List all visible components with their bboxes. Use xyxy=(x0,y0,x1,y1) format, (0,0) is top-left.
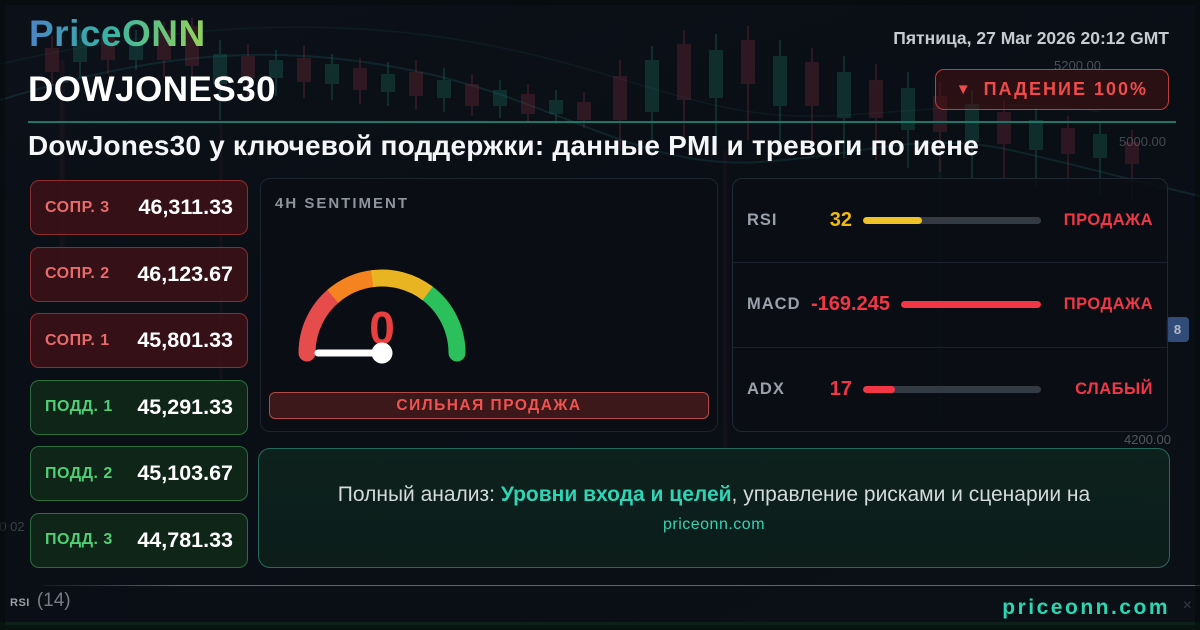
indicator-row-adx: ADX 17 СЛАБЫЙ xyxy=(733,346,1167,431)
indicator-bar xyxy=(900,301,1041,309)
indicator-value: -169.245 xyxy=(811,293,890,316)
level-value: 45,103.67 xyxy=(137,461,233,486)
bottom-band xyxy=(0,622,1200,630)
rsi-period: (14) xyxy=(36,590,71,611)
resistance-level-1: СОПР. 1 45,801.33 xyxy=(30,313,248,369)
cta-prefix: Полный анализ: xyxy=(337,482,501,506)
level-value: 44,781.33 xyxy=(137,527,233,552)
bg-axis-label: 00 02 xyxy=(0,519,25,534)
indicators-panel: RSI 32 ПРОДАЖА MACD -169.245 ПРОДАЖА ADX… xyxy=(732,178,1168,432)
level-label: СОПР. 3 xyxy=(45,198,110,216)
level-value: 45,801.33 xyxy=(137,328,233,353)
cta-card: Полный анализ: Уровни входа и целей, упр… xyxy=(258,448,1170,568)
level-value: 46,123.67 xyxy=(137,261,233,286)
sentiment-title: 4H SENTIMENT xyxy=(275,195,410,212)
direction-badge: ▼ ПАДЕНИЕ 100% xyxy=(934,69,1169,110)
ticker-title: DOWJONES30 xyxy=(28,70,277,109)
cta-text: Полный анализ: Уровни входа и целей, упр… xyxy=(338,483,1090,507)
brand-logo: PriceONN xyxy=(29,13,206,54)
bg-price-label: 5000.00 xyxy=(1119,134,1166,149)
cta-highlight-link[interactable]: Уровни входа и целей xyxy=(500,482,732,506)
indicator-name: ADX xyxy=(747,379,785,398)
support-level-1: ПОДД. 1 45,291.33 xyxy=(30,379,248,435)
sentiment-card: 4H SENTIMENT 0 СИЛЬНАЯ ПРОДАЖА xyxy=(260,178,718,432)
indicator-name: MACD xyxy=(747,295,801,314)
level-value: 46,311.33 xyxy=(138,195,233,219)
down-arrow-icon: ▼ xyxy=(955,81,971,98)
direction-badge-label: ПАДЕНИЕ 100% xyxy=(983,79,1148,99)
site-link[interactable]: priceonn.com xyxy=(1002,596,1170,619)
indicator-value: 17 xyxy=(829,377,852,400)
close-icon: × xyxy=(1182,597,1192,614)
cta-domain-link[interactable]: priceonn.com xyxy=(662,515,766,533)
rsi-label: RSI xyxy=(10,597,30,609)
indicator-value: 32 xyxy=(829,209,852,232)
indicator-bar xyxy=(863,385,1041,393)
level-label: ПОДД. 1 xyxy=(45,398,113,416)
bg-volume-badge: 8 xyxy=(1166,317,1189,342)
indicator-row-rsi: RSI 32 ПРОДАЖА xyxy=(733,179,1167,262)
level-label: ПОДД. 3 xyxy=(45,531,113,549)
support-level-3: ПОДД. 3 44,781.33 xyxy=(30,512,248,568)
resistance-level-2: СОПР. 2 46,123.67 xyxy=(30,246,248,302)
sentiment-signal: СИЛЬНАЯ ПРОДАЖА xyxy=(269,392,709,419)
datetime-label: Пятница, 27 Mar 2026 20:12 GMT xyxy=(893,28,1169,48)
bottom-divider xyxy=(44,585,1200,586)
support-level-2: ПОДД. 2 45,103.67 xyxy=(30,446,248,502)
level-label: ПОДД. 2 xyxy=(45,464,113,482)
header-divider xyxy=(28,121,1176,123)
resistance-level-3: СОПР. 3 46,311.33 xyxy=(30,180,248,235)
headline: DowJones30 у ключевой поддержки: данные … xyxy=(28,130,979,161)
level-value: 45,291.33 xyxy=(137,394,233,419)
level-label: СОПР. 1 xyxy=(45,331,110,349)
indicator-bar xyxy=(863,217,1041,225)
indicator-signal: ПРОДАЖА xyxy=(1063,295,1153,314)
indicator-name: RSI xyxy=(747,211,778,230)
indicator-signal: ПРОДАЖА xyxy=(1063,211,1153,230)
indicator-signal: СЛАБЫЙ xyxy=(1075,379,1153,398)
gauge-hub xyxy=(371,342,393,364)
indicator-row-macd: MACD -169.245 ПРОДАЖА xyxy=(733,262,1167,346)
bg-price-label: 4200.00 xyxy=(1124,432,1171,447)
bottom-left-indicator: RSI (14) xyxy=(10,590,71,612)
cta-suffix: , управление рисками и сценарии на xyxy=(731,482,1091,506)
levels-column: СОПР. 3 46,311.33 СОПР. 2 46,123.67 СОПР… xyxy=(30,180,248,568)
sentiment-gauge: 0 xyxy=(298,269,466,364)
level-label: СОПР. 2 xyxy=(45,265,110,283)
